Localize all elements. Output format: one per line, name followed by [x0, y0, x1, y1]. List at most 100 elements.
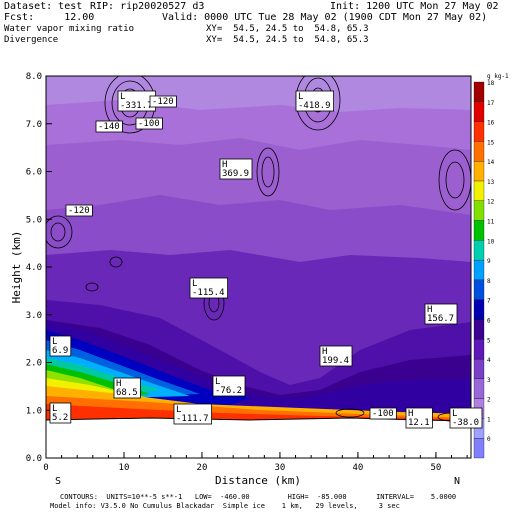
- colorbar-unit: g kg-1: [487, 73, 509, 80]
- colorbar-level-label: 5: [487, 337, 491, 344]
- high-low-text: -140: [98, 122, 120, 132]
- colorbar-level-label: 12: [487, 199, 495, 206]
- high-low-text: 156.7: [427, 314, 454, 324]
- high-low-marker: L-76.2: [212, 375, 246, 397]
- filled-contours: [46, 76, 471, 458]
- colorbar-swatch: [473, 180, 485, 201]
- high-low-text: L: [120, 92, 125, 102]
- xy-label-1: XY= 54.5, 24.5 to 54.8, 65.3: [206, 24, 369, 34]
- colorbar-swatch: [473, 279, 485, 300]
- colorbar-swatch: [473, 378, 485, 399]
- colorbar-swatch: [473, 299, 485, 320]
- colorbar-level-label: 11: [487, 219, 495, 226]
- high-low-text: L: [192, 279, 197, 289]
- y-tick-label: 8.0: [26, 72, 42, 82]
- colorbar-level-label: 17: [487, 100, 495, 107]
- high-low-text: H: [222, 160, 227, 170]
- high-low-text: 68.5: [116, 388, 138, 398]
- colorbar-level-label: 18: [487, 80, 495, 87]
- x-tick-label: 0: [43, 463, 48, 473]
- y-tick-label: 7.0: [26, 120, 42, 130]
- x-tick-label: 30: [275, 463, 286, 473]
- x-tick-label: 40: [353, 463, 364, 473]
- high-low-text: L: [298, 92, 303, 102]
- high-low-marker: -120: [65, 204, 93, 217]
- high-low-text: L: [52, 404, 57, 414]
- high-low-text: H: [116, 379, 121, 389]
- init-label: Init: 1200 UTC Mon 27 May 02: [330, 1, 499, 12]
- high-low-labels: L-331.7 -120-140 -100L-418.9H369.9-120L-11…: [49, 90, 483, 429]
- high-low-text: -418.9: [298, 101, 331, 111]
- colorbar-level-label: 6: [487, 317, 491, 324]
- y-tick-label: 1.0: [26, 406, 42, 416]
- rip-label: RIP: rip20020527 d3: [90, 1, 205, 12]
- high-low-marker: H12.1: [405, 407, 433, 429]
- high-low-text: -111.7: [176, 414, 209, 424]
- y-axis: 0.0 1.0 2.0 3.0 4.0 5.0 6.0 7.0 8.0: [26, 72, 52, 464]
- colorbar-swatch: [473, 438, 485, 459]
- valid-label: Valid: 0000 UTC Tue 28 May 02 (1900 CDT …: [162, 12, 488, 23]
- x-axis-label: Distance (km): [215, 474, 301, 487]
- colorbar-swatch: [473, 141, 485, 162]
- high-low-text: 369.9: [222, 169, 249, 179]
- high-low-marker: L6.9: [49, 335, 72, 357]
- high-low-marker: L-38.0: [449, 407, 483, 429]
- high-low-text: H: [408, 409, 413, 419]
- high-low-marker: L-418.9: [295, 90, 334, 112]
- high-low-marker: L-111.7: [173, 403, 212, 425]
- high-low-marker: L5.2: [49, 402, 72, 424]
- colorbar-level-label: 14: [487, 159, 495, 166]
- colorbar-level-label: 8: [487, 278, 491, 285]
- y-tick-label: 2.0: [26, 359, 42, 369]
- high-low-marker: -120: [149, 95, 177, 108]
- colorbar-swatch: [473, 220, 485, 241]
- high-low-text: 5.2: [52, 413, 68, 423]
- fcst-label: Fcst: 12.00: [4, 12, 95, 23]
- high-low-text: -115.4: [192, 288, 225, 298]
- high-low-text: -38.0: [452, 418, 479, 428]
- high-low-marker: H68.5: [113, 377, 141, 399]
- north-label: N: [454, 476, 460, 487]
- colorbar-swatch: [473, 259, 485, 281]
- y-axis-label: Height (km): [10, 231, 23, 304]
- high-low-text: -120: [152, 97, 174, 107]
- high-low-text: -120: [68, 206, 90, 216]
- xy-label-2: XY= 54.5, 24.5 to 54.8, 65.3: [206, 35, 369, 45]
- colorbar-level-label: 16: [487, 120, 495, 127]
- colorbar-level-label: 3: [487, 377, 491, 384]
- model-info: Model info: V3.5.0 No Cumulus Blackadar …: [50, 502, 400, 510]
- dataset-label: Dataset: test: [4, 1, 83, 12]
- x-axis: 0 10 20 30 40 50: [43, 452, 468, 473]
- high-low-text: 6.9: [52, 346, 68, 356]
- x-tick-label: 20: [197, 463, 208, 473]
- high-low-marker: -140: [95, 120, 123, 133]
- field-label-1: Water vapor mixing ratio: [4, 24, 135, 34]
- high-low-text: H: [322, 347, 327, 357]
- high-low-text: L: [452, 409, 457, 419]
- x-tick-label: 50: [430, 463, 441, 473]
- high-low-text: -76.2: [215, 386, 242, 396]
- y-tick-label: 0.0: [26, 454, 42, 464]
- x-tick-label: 10: [119, 463, 130, 473]
- colorbar-level-label: 15: [487, 139, 495, 146]
- colorbar-swatch: [473, 101, 485, 122]
- y-tick-label: 6.0: [26, 168, 42, 178]
- colorbar-level-label: 1: [487, 416, 491, 423]
- colorbar-level-label: 0: [487, 436, 491, 443]
- field-label-2: Divergence: [4, 35, 59, 45]
- high-low-marker: -100: [369, 407, 397, 420]
- colorbar-swatch: [473, 339, 485, 360]
- high-low-text: -100: [372, 409, 394, 419]
- y-tick-label: 4.0: [26, 263, 42, 273]
- high-low-marker: L-115.4: [189, 277, 228, 299]
- colorbar-swatch: [473, 358, 485, 379]
- colorbar-swatch: [473, 319, 485, 340]
- y-tick-label: 3.0: [26, 311, 42, 321]
- colorbar-swatch: [473, 81, 485, 102]
- high-low-text: 12.1: [408, 418, 430, 428]
- high-low-text: -331.7: [120, 101, 153, 111]
